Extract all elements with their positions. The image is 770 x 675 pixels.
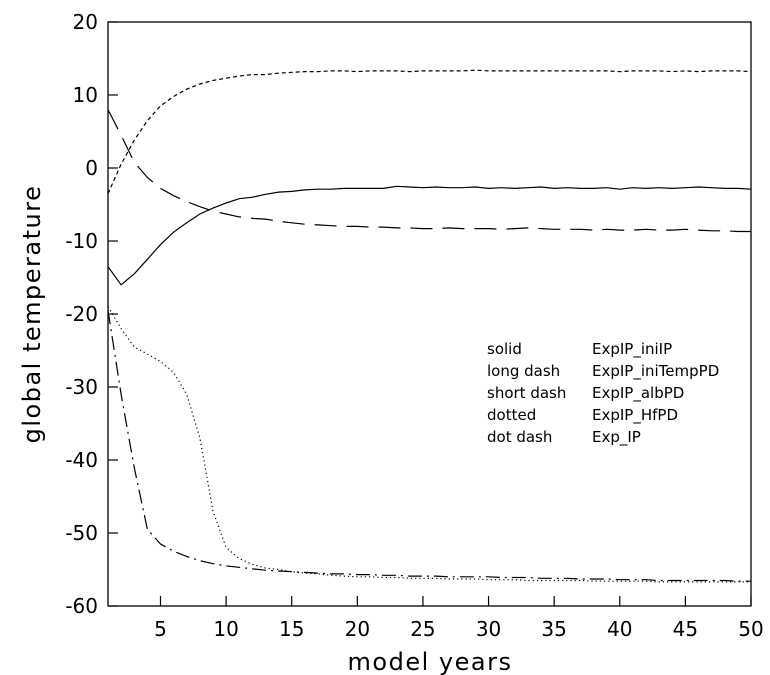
y-tick-label: -20 xyxy=(65,302,98,326)
x-axis-label: model years xyxy=(348,648,513,675)
legend-style: dotted xyxy=(487,406,536,424)
x-tick-label: 40 xyxy=(607,617,632,641)
y-tick-label: -40 xyxy=(65,448,98,472)
y-axis-label: global temperature xyxy=(18,185,46,444)
legend-style: short dash xyxy=(487,384,566,402)
plot-frame xyxy=(107,21,752,607)
x-tick-label: 5 xyxy=(154,617,167,641)
x-tick-label: 50 xyxy=(738,617,763,641)
y-tick-label: 20 xyxy=(73,10,98,34)
x-tick-label: 20 xyxy=(345,617,370,641)
y-tick-label: 10 xyxy=(73,83,98,107)
y-tick-label: -60 xyxy=(65,594,98,618)
x-tick-label: 35 xyxy=(541,617,566,641)
series-group xyxy=(107,69,752,583)
x-tick-label: 30 xyxy=(476,617,501,641)
y-tick-label: -30 xyxy=(65,375,98,399)
legend-label: ExpIP_iniTempPD xyxy=(592,362,719,381)
x-tick-label: 15 xyxy=(279,617,304,641)
legend-label: ExpIP_albPD xyxy=(592,384,684,403)
y-tick-label: 0 xyxy=(85,156,98,180)
legend-style: solid xyxy=(487,340,522,358)
legend-label: Exp_IP xyxy=(592,428,641,447)
legend-style: dot dash xyxy=(487,428,552,446)
y-tick-label: -10 xyxy=(65,229,98,253)
y-axis: 20 10 0 -10 -20 -30 -40 -50 -60 xyxy=(65,10,118,618)
series-line-long-dash xyxy=(107,109,751,233)
x-tick-label: 10 xyxy=(213,617,238,641)
legend-label: ExpIP_HfPD xyxy=(592,406,678,425)
series-line-solid xyxy=(107,185,752,286)
series-line-short-dash xyxy=(107,69,752,194)
x-axis: 5 10 15 20 25 30 35 40 45 50 xyxy=(154,596,764,641)
legend-label: ExpIP_iniIP xyxy=(592,340,672,359)
y-tick-label: -50 xyxy=(65,521,98,545)
x-tick-label: 25 xyxy=(410,617,435,641)
legend-style: long dash xyxy=(487,362,560,380)
x-tick-label: 45 xyxy=(673,617,698,641)
series-line-dot-dash xyxy=(107,310,751,582)
